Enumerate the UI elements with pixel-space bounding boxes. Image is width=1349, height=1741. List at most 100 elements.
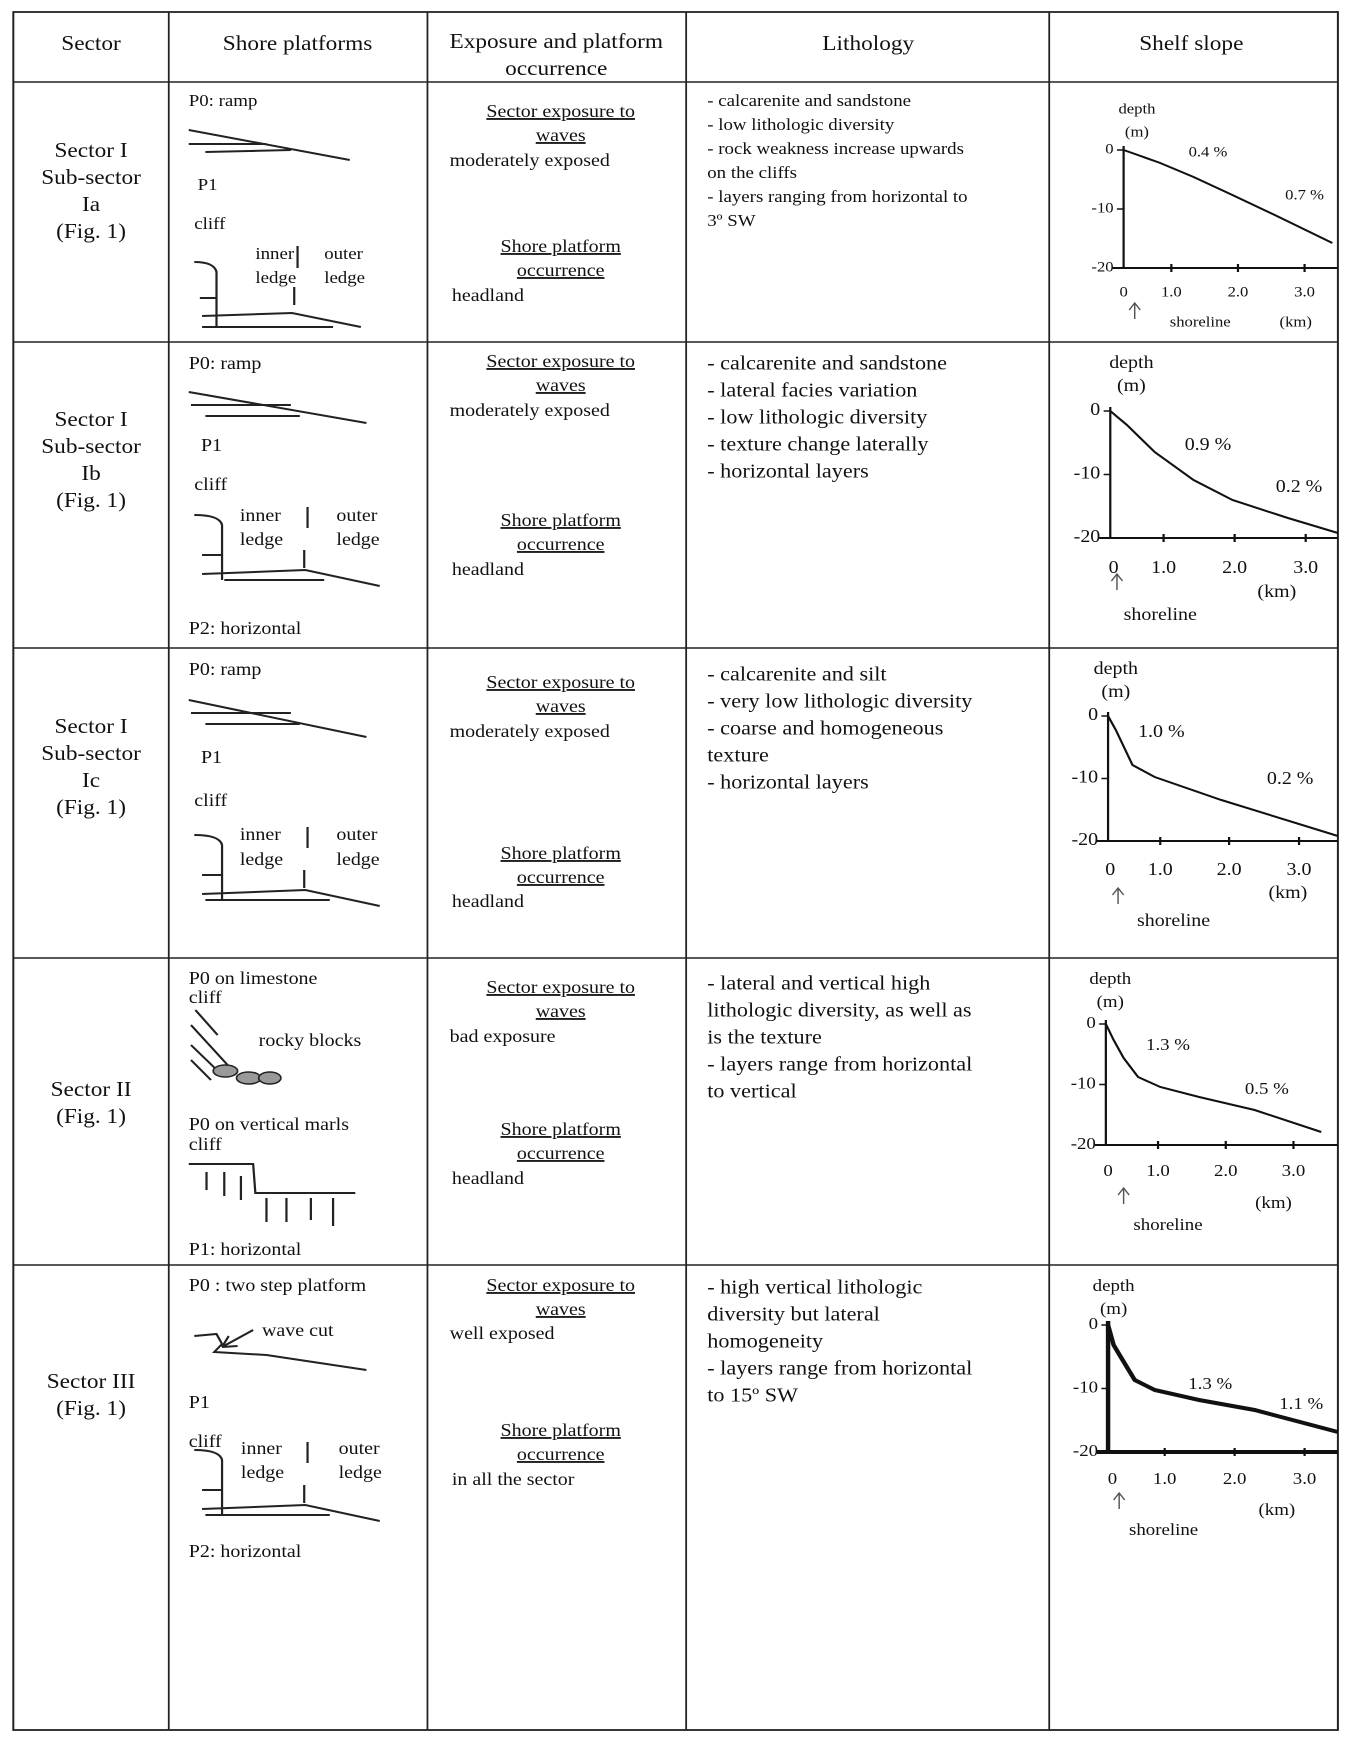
occurrence-heading: occurrence [517,868,605,888]
occurrence-heading: occurrence [517,261,605,281]
ramp-sketch [189,130,350,160]
gradient-label: 0.9 % [1185,435,1232,455]
platform-label: P2: horizontal [189,1542,302,1562]
exposure-heading: waves [536,1300,586,1320]
occurrence-heading: occurrence [517,1445,605,1465]
sector-label: (Fig. 1) [56,488,126,512]
exposure-value: well exposed [450,1324,555,1344]
depth-axis-title: depth [1109,353,1154,373]
distance-tick-label: 1.0 [1153,1469,1177,1488]
table: SectorShore platformsExposure and platfo… [0,0,1349,1741]
shoreline-arrow [1113,888,1124,904]
distance-tick-label: 3.0 [1282,1161,1306,1180]
distance-tick-label: 1.0 [1151,558,1176,578]
platform-label: P2: horizontal [189,619,302,639]
shoreline-label: shoreline [1133,1215,1202,1234]
header-cell: Lithology [822,31,914,55]
ramp-sketch [189,700,367,737]
gradient-label: 0.5 % [1245,1079,1289,1098]
occurrence-heading: Shore platform [501,511,622,531]
depth-tick-label: -10 [1074,463,1101,483]
depth-axis-title: (m) [1125,124,1149,140]
distance-tick-label: 2.0 [1228,284,1249,300]
platform-label: outer [336,506,378,526]
depth-axis-title: depth [1118,101,1155,117]
platform-label: ledge [324,268,365,287]
depth-axis-title: depth [1093,1276,1135,1295]
platform-label: outer [324,244,363,263]
profile-curve [1110,411,1338,533]
sector-label: Ia [82,192,100,216]
sector-label: (Fig. 1) [56,219,126,243]
distance-unit: (km) [1280,314,1312,330]
lithology-line: - horizontal layers [707,771,868,794]
platform-label: cliff [194,214,225,233]
gradient-label: 0.4 % [1189,144,1228,160]
distance-tick-label: 2.0 [1217,860,1242,880]
distance-unit: (km) [1258,1500,1295,1520]
shoreline-label: shoreline [1129,1520,1198,1539]
distance-tick-label: 0 [1103,1161,1112,1180]
distance-tick-label: 3.0 [1294,284,1315,300]
occurrence-value: headland [452,560,525,580]
gradient-label: 0.7 % [1285,187,1324,203]
platform-label: ledge [255,268,296,287]
depth-tick-label: 0 [1086,1013,1095,1032]
sector-label: Sector I [54,138,127,162]
header-cell: Shelf slope [1139,31,1243,55]
header-cell: occurrence [505,56,607,80]
depth-tick-label: -20 [1073,1441,1098,1460]
sector-label: Sector I [54,714,127,738]
distance-tick-label: 3.0 [1287,860,1312,880]
exposure-heading: Sector exposure to [486,102,635,122]
platform-label: cliff [189,1432,223,1452]
marls-sketch [189,1164,356,1226]
lithology-line: - lateral and vertical high [707,972,931,995]
lithology-line: homogeneity [707,1330,823,1353]
lithology-line: diversity but lateral [707,1303,880,1326]
lithology-line: texture [707,744,769,767]
profile-curve [1106,1024,1321,1132]
exposure-value: moderately exposed [450,401,611,421]
lithology-line: - low lithologic diversity [707,406,928,429]
page: SectorShore platformsExposure and platfo… [0,0,1349,1741]
header-cell: Shore platforms [223,31,372,55]
rock-block [213,1065,237,1077]
depth-tick-label: -20 [1071,1134,1096,1153]
platform-label: inner [240,825,282,845]
depth-axis-title: depth [1094,659,1139,679]
lithology-line: - calcarenite and sandstone [707,91,911,110]
lithology-line: to 15º SW [707,1384,798,1407]
lithology-line: - very low lithologic diversity [707,690,973,713]
rock-block [236,1072,260,1084]
header-cell: Exposure and platform [449,29,663,53]
distance-tick-label: 2.0 [1223,1469,1247,1488]
lithology-line: - horizontal layers [707,460,868,483]
sector-label: (Fig. 1) [56,1396,126,1420]
platform-label: cliff [189,1135,223,1155]
lithology-line: - calcarenite and silt [707,663,886,686]
exposure-value: bad exposure [450,1027,556,1047]
lithology-line: - coarse and homogeneous [707,717,943,740]
gradient-label: 1.1 % [1279,1394,1323,1413]
sector-label: Sub-sector [41,165,141,189]
depth-tick-label: 0 [1089,1314,1098,1333]
platform-label: ledge [240,530,283,550]
distance-tick-label: 1.0 [1161,284,1182,300]
lithology-line: - texture change laterally [707,433,929,456]
platform-label: P0: ramp [189,660,262,680]
gradient-label: 0.2 % [1267,769,1314,789]
depth-tick-label: -10 [1073,1377,1098,1396]
distance-unit: (km) [1269,883,1308,903]
gradient-label: 1.0 % [1138,722,1185,742]
lithology-line: - layers ranging from horizontal to [707,187,967,206]
sector-label: Sector II [51,1077,132,1101]
distance-tick-label: 1.0 [1146,1161,1170,1180]
sector-label: Ic [82,768,100,792]
exposure-heading: Sector exposure to [486,1276,635,1296]
occurrence-value: headland [452,1169,525,1189]
sector-label: Sector III [47,1369,136,1393]
platform-label: P0: ramp [189,354,262,374]
lithology-line: - lateral facies variation [707,379,918,402]
lithology-line: - layers range from horizontal [707,1053,972,1076]
